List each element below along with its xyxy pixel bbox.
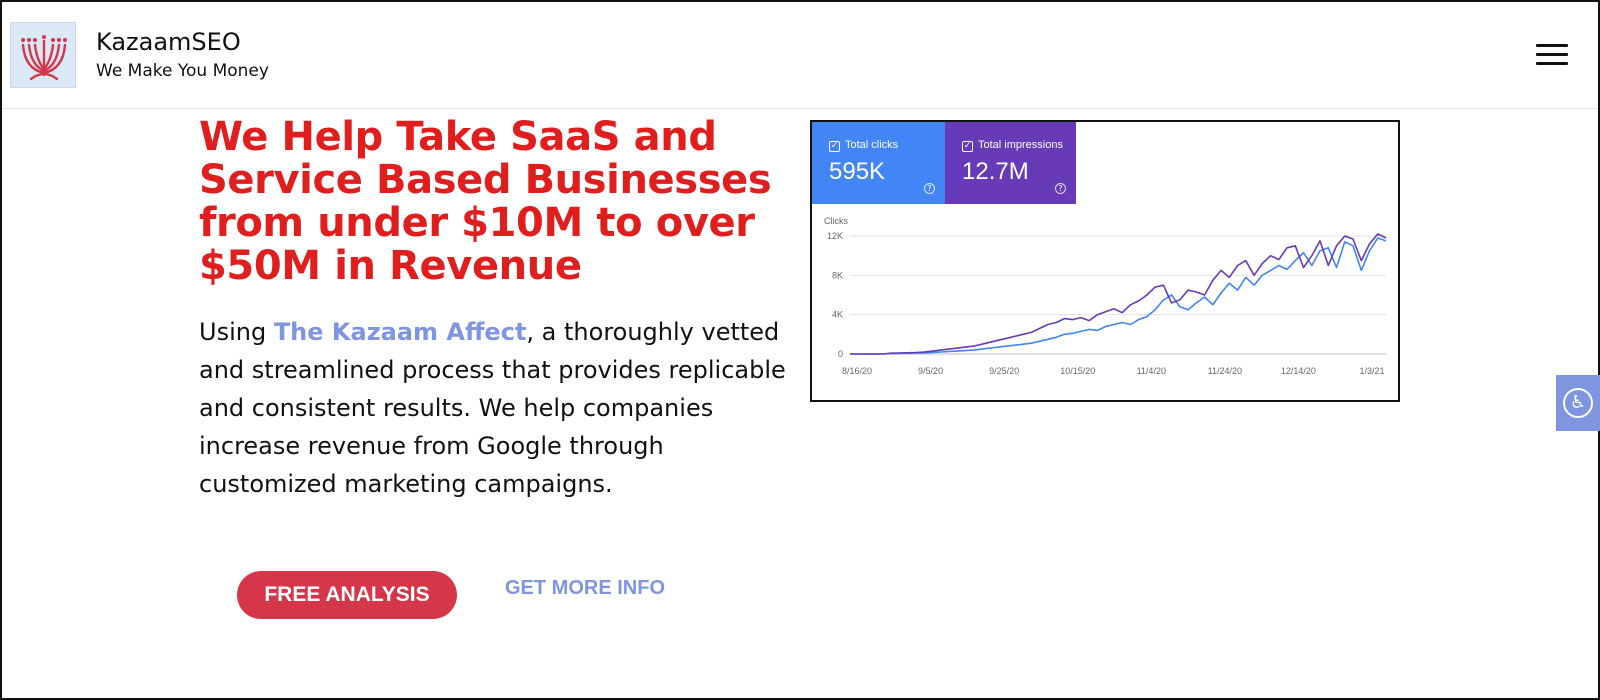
free-analysis-button[interactable]: FREE ANALYSIS: [237, 571, 457, 619]
x-tick-label: 1/3/21: [1359, 366, 1384, 376]
kazaam-affect-highlight: The Kazaam Affect: [273, 318, 527, 346]
total-impressions-card[interactable]: ✓ Total impressions 12.7M ?: [945, 122, 1076, 204]
get-more-info-link[interactable]: GET MORE INFO: [505, 577, 665, 599]
checkbox-icon: ✓: [829, 141, 840, 152]
hero-description: Using The Kazaam Affect, a thoroughly ve…: [199, 313, 789, 503]
x-tick-label: 8/16/20: [842, 366, 872, 376]
hero-title: We Help Take SaaS and Service Based Busi…: [199, 114, 772, 289]
total-clicks-label: Total clicks: [845, 139, 899, 151]
total-impressions-value: 12.7M: [962, 158, 1029, 185]
y-tick-label: 8K: [832, 270, 843, 280]
accessibility-toolbar-button[interactable]: ♿: [1556, 375, 1600, 431]
x-tick-label: 12/14/20: [1281, 366, 1316, 376]
x-tick-label: 9/5/20: [918, 366, 943, 376]
total-clicks-value: 595K: [829, 158, 886, 185]
x-tick-label: 11/4/20: [1137, 366, 1166, 376]
menorah-logo-icon: [21, 35, 67, 81]
impressions-series-line: [850, 233, 1387, 355]
hero-description-prefix: Using: [199, 318, 274, 346]
help-icon: ?: [924, 183, 935, 194]
y-axis-label: Clicks: [824, 216, 848, 226]
x-tick-label: 9/25/20: [989, 366, 1019, 376]
clicks-line-chart: Clicks 0 4K 8K 12K 8/16/20 9/5/20 9/25/20 10/15/…: [824, 216, 1387, 376]
clicks-series-line: [850, 237, 1387, 355]
hamburger-menu-icon[interactable]: [1536, 44, 1568, 68]
logo[interactable]: [10, 22, 76, 88]
y-tick-label: 12K: [827, 231, 843, 241]
accessibility-icon: ♿: [1563, 388, 1593, 418]
y-tick-label: 0: [838, 349, 843, 359]
total-clicks-card[interactable]: ✓ Total clicks 595K ?: [812, 122, 945, 204]
checkbox-icon: ✓: [962, 141, 973, 152]
x-tick-label: 10/15/20: [1060, 366, 1095, 376]
search-console-chart: ✓ Total clicks 595K ? ✓ Total impression…: [810, 120, 1400, 402]
y-tick-label: 4K: [832, 310, 843, 320]
total-impressions-label: Total impressions: [978, 139, 1063, 151]
site-header: KazaamSEO We Make You Money: [2, 2, 1598, 109]
help-icon: ?: [1055, 183, 1066, 194]
hero-description-suffix: , a thoroughly vetted and streamlined pr…: [199, 318, 786, 498]
brand-tagline: We Make You Money: [96, 61, 269, 81]
x-tick-label: 11/24/20: [1208, 366, 1242, 376]
brand-title[interactable]: KazaamSEO: [96, 28, 241, 56]
